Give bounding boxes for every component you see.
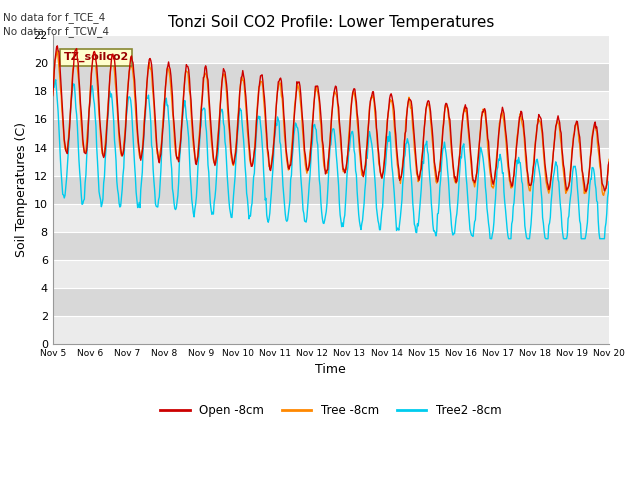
Bar xyxy=(52,36,609,63)
Open -8cm xyxy=(49,93,56,98)
Tree -8cm xyxy=(605,156,613,162)
Tree2 -8cm xyxy=(172,207,179,213)
Text: No data for f_TCE_4: No data for f_TCE_4 xyxy=(3,12,106,23)
Tree -8cm xyxy=(600,192,607,198)
Legend: Open -8cm, Tree -8cm, Tree2 -8cm: Open -8cm, Tree -8cm, Tree2 -8cm xyxy=(156,399,506,421)
Tree -8cm xyxy=(323,170,331,176)
Open -8cm xyxy=(323,167,331,173)
Tree2 -8cm xyxy=(52,77,60,83)
Line: Tree2 -8cm: Tree2 -8cm xyxy=(52,80,609,239)
Tree2 -8cm xyxy=(196,143,204,148)
Bar xyxy=(52,176,609,204)
Open -8cm xyxy=(582,189,589,194)
Line: Tree -8cm: Tree -8cm xyxy=(52,51,609,195)
Title: Tonzi Soil CO2 Profile: Lower Temperatures: Tonzi Soil CO2 Profile: Lower Temperatur… xyxy=(168,15,494,30)
Bar xyxy=(52,204,609,232)
Tree -8cm xyxy=(555,121,563,127)
Bar xyxy=(52,91,609,120)
Bar xyxy=(52,316,609,344)
Tree -8cm xyxy=(196,129,204,135)
Tree -8cm xyxy=(54,48,61,54)
Tree -8cm xyxy=(172,150,179,156)
Tree2 -8cm xyxy=(377,218,385,224)
Tree2 -8cm xyxy=(487,236,495,241)
Open -8cm xyxy=(432,169,440,175)
Tree2 -8cm xyxy=(556,192,563,198)
Tree -8cm xyxy=(432,179,440,184)
Bar xyxy=(52,63,609,91)
Tree2 -8cm xyxy=(323,200,331,206)
X-axis label: Time: Time xyxy=(316,363,346,376)
Tree -8cm xyxy=(377,173,385,179)
Tree2 -8cm xyxy=(432,233,440,239)
Open -8cm xyxy=(54,43,61,48)
Text: TZ_soilco2: TZ_soilco2 xyxy=(64,52,129,62)
Y-axis label: Soil Temperatures (C): Soil Temperatures (C) xyxy=(15,122,28,257)
Bar xyxy=(52,147,609,176)
Open -8cm xyxy=(196,135,204,141)
Open -8cm xyxy=(605,159,613,165)
Tree2 -8cm xyxy=(49,94,56,100)
Open -8cm xyxy=(172,142,179,147)
Line: Open -8cm: Open -8cm xyxy=(52,46,609,192)
Open -8cm xyxy=(377,172,385,178)
Bar xyxy=(52,288,609,316)
Bar xyxy=(52,120,609,147)
Bar xyxy=(52,232,609,260)
Text: No data for f_TCW_4: No data for f_TCW_4 xyxy=(3,26,109,37)
Open -8cm xyxy=(555,117,563,122)
Tree -8cm xyxy=(49,92,56,97)
Bar xyxy=(52,260,609,288)
Tree2 -8cm xyxy=(605,179,613,185)
